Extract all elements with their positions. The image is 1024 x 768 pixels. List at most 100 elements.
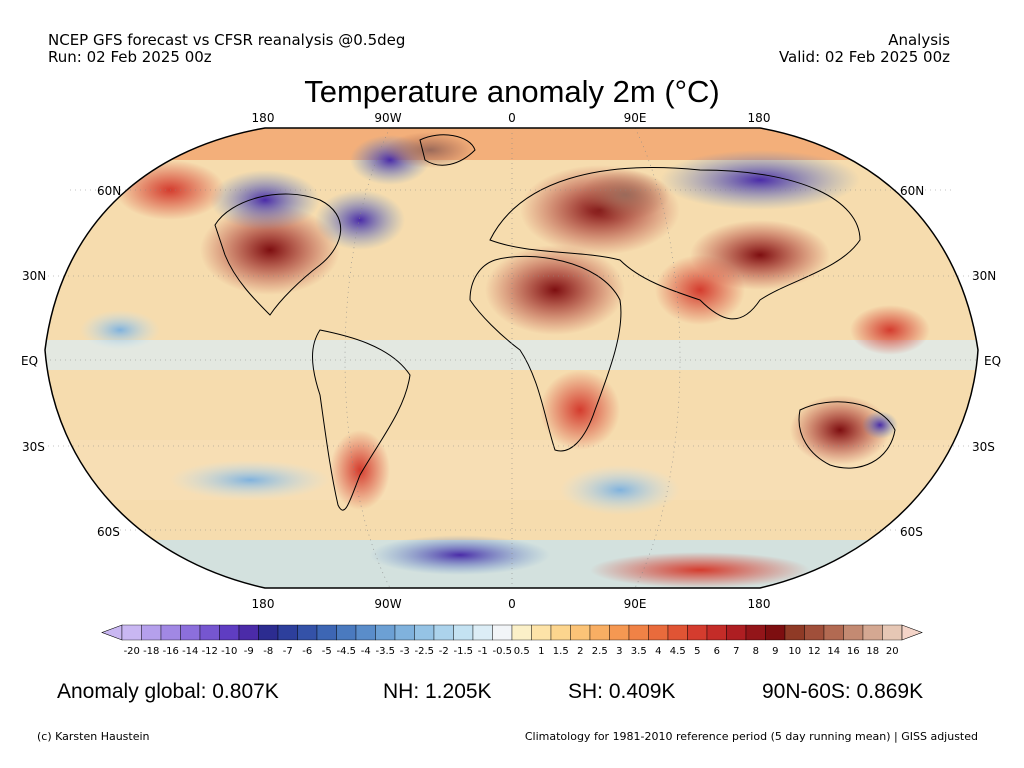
colorbar-tick-label: -12 [201, 646, 218, 657]
lat-label-left: 30S [22, 440, 45, 454]
colorbar-swatch [609, 624, 630, 641]
map-border [44, 127, 979, 589]
colorbar-swatch [199, 624, 220, 641]
colorbar-swatch [394, 624, 415, 641]
coastlines [214, 134, 896, 511]
copyright: (c) Karsten Haustein [37, 730, 150, 743]
colorbar-tick-label: -9 [243, 646, 254, 657]
colorbar-endcap-high [901, 624, 923, 641]
colorbar-swatch [784, 624, 805, 641]
colorbar-tick-label: -7 [282, 646, 293, 657]
valid-time: Valid: 02 Feb 2025 00z [778, 48, 950, 66]
colorbar-tick-label: 2 [577, 646, 584, 657]
colorbar-swatch [511, 624, 532, 641]
map-title: Temperature anomaly 2m (°C) [304, 74, 720, 109]
lon-label-top: 180 [251, 111, 275, 125]
colorbar-swatch [277, 624, 298, 641]
sh-anomaly: SH: 0.409K [568, 680, 676, 703]
colorbar-swatch [628, 624, 649, 641]
colorbar-swatch [589, 624, 610, 641]
colorbar-tick-label: -18 [143, 646, 160, 657]
colorbar-tick-label: -16 [162, 646, 179, 657]
colorbar-tick-label: -1.5 [453, 646, 473, 657]
colorbar-swatch [862, 624, 883, 641]
lat-label-right: 30N [972, 269, 997, 283]
colorbar-tick-label: 8 [752, 646, 759, 657]
lat-label-left: 60N [97, 184, 122, 198]
colorbar-swatch [472, 624, 493, 641]
model-description: NCEP GFS forecast vs CFSR reanalysis @0.… [48, 31, 406, 49]
colorbar-tick-label: -0.5 [492, 646, 512, 657]
colorbar-tick-label: -8 [263, 646, 274, 657]
colorbar-tick-label: 4.5 [669, 646, 686, 657]
colorbar-swatch [219, 624, 240, 641]
lat-label-right: 60N [900, 184, 925, 198]
colorbar-swatch [745, 624, 766, 641]
lat-label-right: 60S [900, 525, 923, 539]
graticule [45, 127, 978, 589]
lat-label-left: 60S [97, 525, 120, 539]
colorbar-tick-label: 20 [885, 646, 899, 657]
colorbar-swatch [355, 624, 376, 641]
colorbar-tick-label: -6 [302, 646, 313, 657]
colorbar-tick-label: 1.5 [552, 646, 569, 657]
lon-label-bottom: 90W [374, 597, 402, 611]
colorbar-tick-label: 3 [616, 646, 623, 657]
nh-anomaly: NH: 1.205K [383, 680, 492, 703]
colorbar-swatch [765, 624, 786, 641]
climatology-note: Climatology for 1981-2010 reference peri… [524, 730, 978, 743]
lat-label-right: 30S [972, 440, 995, 454]
colorbar-tick-label: -14 [182, 646, 199, 657]
colorbar-swatch [648, 624, 669, 641]
colorbar-swatch [258, 624, 279, 641]
colorbar-tick-label: 5 [694, 646, 701, 657]
map-field [45, 128, 978, 588]
colorbar-tick-label: -4.5 [336, 646, 356, 657]
colorbar-tick-label: -20 [123, 646, 140, 657]
lon-label-top: 90W [374, 111, 402, 125]
lon-label-bottom: 180 [251, 597, 275, 611]
global-anomaly: Anomaly global: 0.807K [57, 680, 279, 703]
colorbar-swatch [843, 624, 864, 641]
colorbar-swatch [882, 624, 903, 641]
colorbar-tick-label: -10 [221, 646, 238, 657]
colorbar-tick-label: 16 [846, 646, 860, 657]
lon-label-bottom: 180 [747, 597, 771, 611]
colorbar-tick-label: -1 [477, 646, 488, 657]
colorbar-swatch [706, 624, 727, 641]
colorbar-tick-label: 2.5 [591, 646, 608, 657]
colorbar-swatch [492, 624, 513, 641]
lon-label-top: 0 [508, 111, 516, 125]
colorbar-tick-label: -2 [438, 646, 449, 657]
colorbar-tick-label: 1 [538, 646, 545, 657]
colorbar-tick-label: -3.5 [375, 646, 395, 657]
lat-label-left: EQ [21, 354, 39, 368]
colorbar-swatch [570, 624, 591, 641]
colorbar-swatch [297, 624, 318, 641]
analysis-label: Analysis [888, 31, 950, 49]
colorbar-tick-label: 14 [827, 646, 841, 657]
lon-label-top: 180 [747, 111, 771, 125]
colorbar-tick-label: 12 [807, 646, 821, 657]
colorbar-swatch [453, 624, 474, 641]
colorbar-swatch [667, 624, 688, 641]
region-anomaly: 90N-60S: 0.869K [762, 680, 924, 703]
colorbar-swatch [316, 624, 337, 641]
colorbar-swatch [687, 624, 708, 641]
lon-label-bottom: 0 [508, 597, 516, 611]
colorbar-swatch [336, 624, 357, 641]
lon-label-bottom: 90E [623, 597, 647, 611]
colorbar-swatch [141, 624, 162, 641]
colorbar-swatch [726, 624, 747, 641]
colorbar-swatch [160, 624, 181, 641]
lat-label-right: EQ [984, 354, 1002, 368]
colorbar-tick-label: -2.5 [414, 646, 434, 657]
colorbar-tick-label: 9 [772, 646, 779, 657]
colorbar-swatch [804, 624, 825, 641]
colorbar-tick-label: -5 [321, 646, 332, 657]
lon-label-top: 90E [623, 111, 647, 125]
colorbar-tick-label: -3 [399, 646, 410, 657]
colorbar-tick-label: 10 [788, 646, 802, 657]
colorbar-tick-label: 3.5 [630, 646, 647, 657]
